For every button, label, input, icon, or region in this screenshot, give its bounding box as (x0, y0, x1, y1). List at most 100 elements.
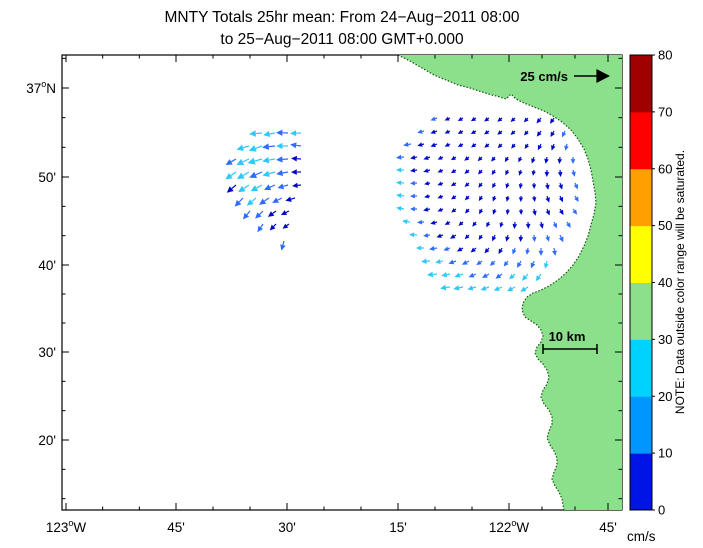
vector-arrow (497, 130, 503, 135)
vector-arrow (409, 232, 418, 238)
vector-arrow (532, 195, 537, 202)
vector-arrow (396, 193, 405, 199)
vector-arrow (505, 169, 510, 176)
vector-arrow (454, 272, 464, 278)
x-tick-label: 15' (389, 520, 407, 535)
vector-arrow (236, 144, 250, 151)
vector-arrow (457, 129, 464, 134)
vector-arrow (436, 233, 444, 238)
vector-arrow (484, 117, 490, 122)
vector-arrow (484, 247, 490, 254)
vector-arrow (423, 168, 431, 173)
colorbar-segment (630, 225, 652, 283)
vector-arrow (285, 196, 296, 202)
vector-arrow (403, 142, 412, 147)
x-tick-label: 123oW (46, 518, 87, 535)
vector-arrow (478, 182, 483, 188)
colorbar-segment (630, 396, 652, 454)
vector-arrow (262, 143, 276, 150)
vector-arrow (464, 195, 470, 201)
colorbar (629, 54, 655, 511)
vector-arrow (282, 223, 290, 229)
land-fill (398, 55, 622, 510)
vector-arrow (467, 285, 477, 291)
vector-arrow (531, 156, 536, 164)
vector-arrow (531, 182, 537, 189)
figure-title-line1: MNTY Totals 25hr mean: From 24−Aug−2011 … (165, 9, 520, 26)
vector-arrow (566, 221, 571, 228)
colorbar-segment (630, 453, 652, 511)
vector-arrow (472, 221, 477, 227)
vector-arrow (484, 143, 490, 148)
vector-arrow (558, 195, 564, 203)
vector-arrow (410, 193, 418, 199)
reference-vector-label: 25 cm/s (520, 69, 568, 84)
vector-arrow (470, 116, 477, 122)
vector-arrow (492, 208, 497, 215)
current-vector-field (225, 116, 579, 292)
vector-arrow (292, 182, 302, 188)
vector-arrow (458, 221, 464, 226)
vector-arrow (444, 142, 451, 147)
vector-arrow (450, 155, 457, 161)
vector-arrow (263, 130, 276, 138)
vector-arrow (470, 247, 477, 253)
vector-arrow (564, 143, 569, 151)
vector-arrow (524, 143, 530, 149)
vector-arrow (430, 142, 438, 147)
colorbar-tick-labels: 0 10 20 30 40 50 60 70 80 (658, 48, 672, 518)
vector-arrow (280, 210, 290, 215)
vector-arrow (276, 169, 289, 177)
x-tick-label: 45' (167, 520, 185, 535)
vector-arrow (520, 286, 529, 292)
colorbar-tick-label: 60 (658, 161, 672, 176)
vector-arrow (291, 169, 302, 175)
vector-arrow (450, 168, 457, 174)
vector-arrow (430, 116, 438, 121)
vector-arrow (518, 234, 524, 242)
vector-arrow (518, 195, 524, 202)
figure-title-line2: to 25−Aug−2011 08:00 GMT+0.000 (220, 31, 464, 48)
vector-arrow (499, 221, 504, 228)
vector-arrow (236, 171, 250, 179)
vector-arrow (257, 223, 264, 233)
vector-arrow (450, 234, 457, 239)
vector-arrow (482, 273, 490, 278)
vector-arrow (491, 169, 497, 175)
vector-arrow (489, 260, 496, 266)
vector-arrow (444, 129, 451, 134)
colorbar-tick-label: 70 (658, 104, 672, 119)
vector-arrow (552, 221, 557, 229)
vector-arrow (430, 129, 438, 134)
plot-axes-box (61, 54, 623, 511)
vector-arrow (430, 220, 438, 225)
vector-arrow (476, 260, 483, 266)
vector-arrow (518, 182, 523, 189)
vector-arrow (510, 130, 516, 136)
vector-arrow (248, 145, 263, 152)
colorbar-tick-label: 50 (658, 218, 672, 233)
vector-arrow (262, 170, 276, 177)
vector-arrow (531, 169, 536, 176)
vector-arrow (478, 234, 484, 240)
vector-arrow (410, 155, 418, 160)
vector-arrow (276, 156, 289, 163)
vector-arrow (242, 210, 251, 220)
vector-arrow (276, 129, 289, 136)
vector-arrow (492, 234, 497, 242)
vector-arrow (545, 234, 550, 242)
vector-arrow (477, 169, 483, 175)
vector-arrow (264, 184, 276, 191)
vector-arrow (402, 219, 411, 225)
vector-arrow (507, 286, 516, 292)
vector-arrow (471, 142, 477, 148)
vector-arrow (464, 156, 470, 161)
vector-arrow (525, 247, 530, 255)
vector-arrow (280, 240, 286, 251)
vector-arrow (495, 273, 503, 279)
vector-arrow (410, 206, 417, 212)
vector-arrow (457, 116, 464, 121)
vector-arrow (238, 184, 250, 193)
vector-arrow (410, 180, 418, 186)
